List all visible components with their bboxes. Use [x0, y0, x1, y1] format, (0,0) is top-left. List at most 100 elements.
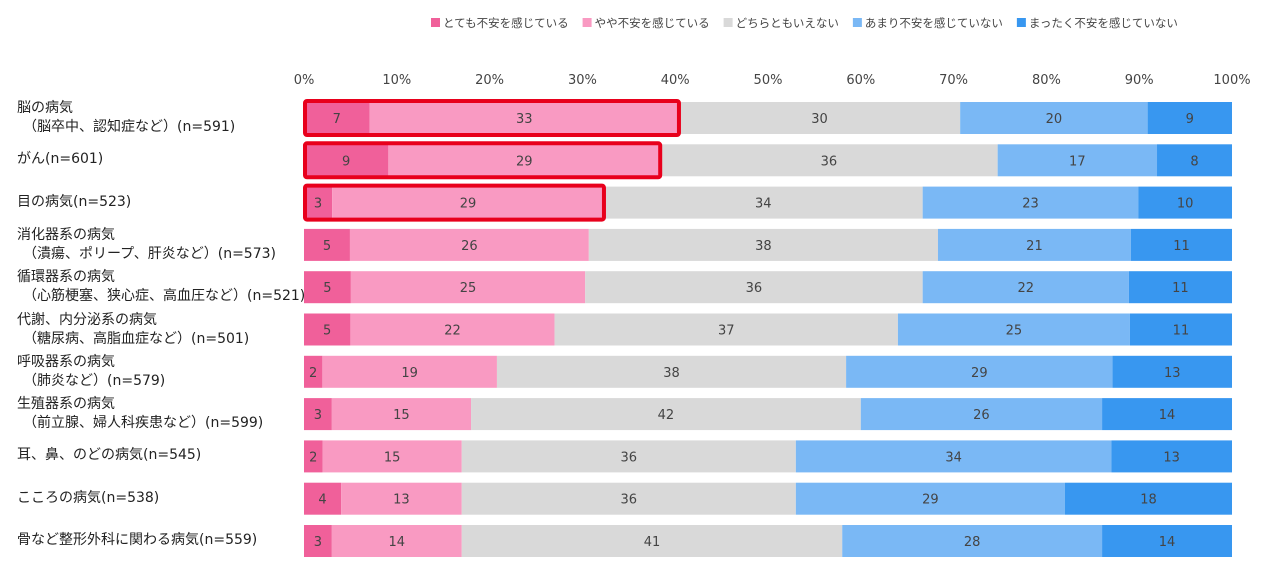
legend-label-2: どちらともいえない	[736, 16, 839, 30]
bar-segment-3-2	[588, 228, 938, 261]
data-label-7-4: 14	[1159, 408, 1176, 423]
x-tick-label-8: 80%	[1032, 73, 1061, 88]
data-label-8-4: 13	[1163, 450, 1180, 465]
data-label-6-2: 38	[663, 366, 680, 381]
bar-segment-1-1	[388, 144, 661, 177]
data-label-1-1: 29	[516, 154, 533, 169]
x-tick-label-4: 40%	[661, 73, 690, 88]
bar-segment-10-3	[842, 525, 1103, 557]
category-label-6: 呼吸器系の病気 （肺炎など）(n=579)	[17, 353, 297, 391]
data-label-1-0: 9	[342, 154, 350, 169]
category-label-line: （心筋梗塞、狭心症、高血圧など）(n=521)	[23, 288, 306, 305]
category-label-line: 目の病気(n=523)	[17, 193, 132, 210]
bar-segment-7-0	[304, 398, 332, 431]
data-label-10-4: 14	[1159, 535, 1176, 550]
bar-segment-6-4	[1112, 355, 1232, 388]
data-label-8-3: 34	[945, 450, 962, 465]
data-label-9-0: 4	[318, 493, 326, 508]
highlight-box-2	[303, 183, 606, 222]
data-label-9-3: 29	[922, 493, 939, 508]
data-label-3-0: 5	[323, 239, 331, 254]
data-label-10-2: 41	[644, 535, 661, 550]
data-label-4-1: 25	[460, 281, 477, 296]
data-label-4-4: 11	[1172, 281, 1189, 296]
category-label-7: 生殖器系の病気 （前立腺、婦人科疾患など）(n=599)	[17, 395, 297, 433]
bar-segment-2-4	[1138, 186, 1232, 219]
data-label-6-4: 13	[1164, 366, 1181, 381]
data-label-7-1: 15	[393, 408, 410, 423]
data-label-0-4: 9	[1186, 112, 1194, 127]
data-label-5-1: 22	[444, 324, 461, 339]
bar-segment-8-2	[461, 440, 796, 473]
data-label-0-0: 7	[333, 112, 341, 127]
data-label-6-0: 2	[309, 366, 317, 381]
bar-segment-1-3	[997, 144, 1158, 177]
bar-segment-6-3	[846, 355, 1113, 388]
category-label-10: 骨など整形外科に関わる病気(n=559)	[17, 531, 297, 550]
data-label-7-0: 3	[314, 408, 322, 423]
data-label-8-1: 15	[384, 450, 401, 465]
legend-label-3: あまり不安を感じていない	[865, 16, 1003, 30]
data-label-4-3: 22	[1018, 281, 1035, 296]
data-label-9-2: 36	[621, 493, 638, 508]
category-label-line: 代謝、内分泌系の病気	[17, 311, 157, 328]
category-label-line: （前立腺、婦人科疾患など）(n=599)	[23, 415, 264, 432]
bar-segment-4-0	[304, 271, 351, 304]
category-label-line: （糖尿病、高脂血症など）(n=501)	[23, 330, 250, 347]
bar-segment-9-3	[795, 482, 1065, 515]
data-label-0-2: 30	[811, 112, 828, 127]
data-label-10-1: 14	[389, 535, 406, 550]
highlight-box-1	[303, 141, 663, 180]
category-label-line: 生殖器系の病気	[17, 396, 115, 413]
data-label-3-1: 26	[461, 239, 478, 254]
x-tick-label-5: 50%	[754, 73, 783, 88]
category-label-line: 耳、鼻、のどの病気(n=545)	[17, 447, 202, 464]
bar-segment-7-3	[860, 398, 1103, 431]
legend-swatch-0	[431, 18, 440, 27]
bar-segment-10-1	[331, 525, 462, 557]
category-label-line: （潰瘍、ポリープ、肝炎など）(n=573)	[23, 245, 276, 262]
bar-segment-5-3	[897, 313, 1130, 346]
x-tick-label-9: 90%	[1125, 73, 1154, 88]
bar-segment-6-2	[496, 355, 847, 388]
x-tick-label-1: 10%	[382, 73, 411, 88]
data-label-4-0: 5	[323, 281, 331, 296]
data-label-3-4: 11	[1173, 239, 1190, 254]
bar-segment-2-2	[603, 186, 923, 219]
data-label-4-2: 36	[746, 281, 763, 296]
data-label-6-3: 29	[971, 366, 988, 381]
category-label-line: がん(n=601)	[17, 151, 104, 168]
data-label-10-3: 28	[964, 535, 981, 550]
x-tick-label-0: 0%	[294, 73, 315, 88]
category-label-5: 代謝、内分泌系の病気 （糖尿病、高脂血症など）(n=501)	[17, 311, 297, 349]
data-label-3-3: 21	[1026, 239, 1043, 254]
data-label-5-3: 25	[1006, 324, 1023, 339]
bar-segment-4-3	[922, 271, 1129, 304]
highlight-box-0	[303, 99, 681, 137]
bar-segment-8-1	[322, 440, 462, 473]
data-label-9-4: 18	[1140, 493, 1157, 508]
legend-label-4: まったく不安を感じていない	[1029, 16, 1178, 30]
bar-segment-9-0	[304, 482, 342, 515]
bar-segment-2-0	[304, 186, 333, 219]
bar-segment-3-3	[937, 228, 1131, 261]
data-label-2-3: 23	[1022, 197, 1039, 212]
data-label-5-4: 11	[1173, 324, 1190, 339]
bar-segment-3-0	[304, 228, 350, 261]
data-label-8-2: 36	[621, 450, 638, 465]
category-label-line: 消化器系の病気	[17, 226, 115, 243]
category-label-0: 脳の病気 （脳卒中、認知症など）(n=591)	[17, 99, 297, 137]
category-label-line: 脳の病気	[17, 100, 73, 116]
bar-segment-8-4	[1111, 440, 1232, 473]
category-label-4: 循環器系の病気 （心筋梗塞、狭心症、高血圧など）(n=521)	[17, 268, 306, 306]
bar-segment-3-1	[349, 228, 589, 261]
bar-segment-10-4	[1102, 525, 1232, 557]
data-label-6-1: 19	[401, 366, 418, 381]
data-label-0-1: 33	[516, 112, 533, 127]
x-tick-label-7: 70%	[939, 73, 968, 88]
bar-segment-5-1	[350, 313, 555, 346]
category-label-8: 耳、鼻、のどの病気(n=545)	[17, 446, 297, 465]
x-tick-label-2: 20%	[475, 73, 504, 88]
bar-segment-4-2	[585, 271, 923, 304]
